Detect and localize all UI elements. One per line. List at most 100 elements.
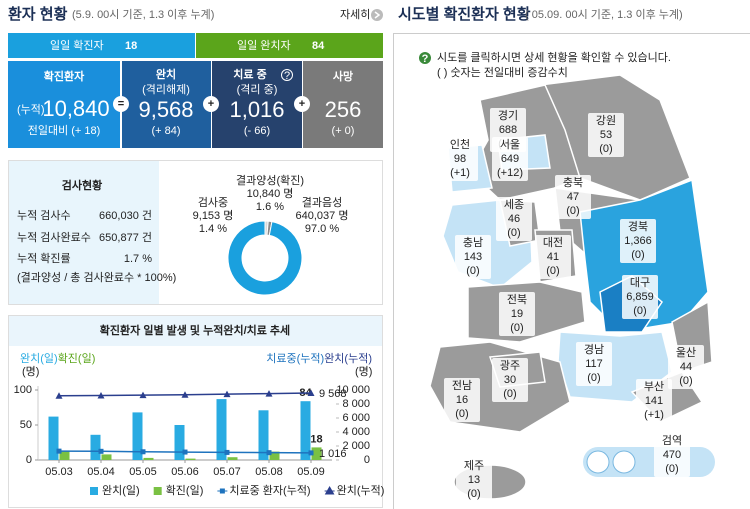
region-name: 전북 <box>507 293 527 306</box>
help-icon[interactable] <box>281 69 293 81</box>
region-label[interactable]: 경남 117 (0) <box>576 342 612 386</box>
summary-value: 10,840 <box>42 96 109 121</box>
region-label[interactable]: 대구 6,859 (0) <box>622 275 658 319</box>
region-name: 대전 <box>543 236 563 249</box>
marker <box>224 449 230 455</box>
region-label[interactable]: 강원 53 (0) <box>588 113 624 157</box>
bar <box>143 457 154 460</box>
y2-axis-title-part: 치료중(누적) <box>266 352 324 365</box>
summary-title: 치료 중 <box>233 67 266 81</box>
region-label[interactable]: 충남 143 (0) <box>455 235 491 279</box>
tests-title: 검사현황 <box>62 178 102 192</box>
region-value: 41 <box>547 251 559 263</box>
region-value: 53 <box>600 129 612 141</box>
y2-axis-title: 치료중(누적)완치(누적) <box>266 352 372 365</box>
region-label[interactable]: 경북 1,366 (0) <box>620 219 656 263</box>
region-label[interactable]: 제주 13 (0) <box>456 458 492 502</box>
value-label: 9 568 <box>319 388 347 400</box>
region-value: 6,859 <box>626 291 654 303</box>
region-label-box <box>496 197 532 241</box>
region-label[interactable]: 세종 46 (0) <box>496 197 532 241</box>
region-label-box <box>620 219 656 263</box>
panel-title: 환자 현황 <box>8 5 68 23</box>
bar <box>132 412 143 460</box>
region-label[interactable]: 충북 47 (0) <box>555 175 591 219</box>
region-change: (0) <box>546 265 559 277</box>
donut-category: 검사중 <box>198 196 228 209</box>
donut-value-label: 1.6 % <box>256 201 284 213</box>
region-label-box <box>456 458 492 502</box>
bar <box>269 451 280 460</box>
summary-change: (+ 84) <box>151 125 180 137</box>
svg-text:=: = <box>118 98 124 110</box>
summary-change: 전일대비 (+ 18) <box>28 123 101 137</box>
donut-count: 9,153 명 <box>193 209 234 222</box>
y2-tick-label: 2 000 <box>342 440 370 452</box>
x-tick-label: 05.03 <box>45 466 73 478</box>
region-label[interactable]: 서울 649 (+12) <box>492 137 528 181</box>
region-label[interactable]: 전남 16 (0) <box>444 378 480 422</box>
bar <box>59 450 70 460</box>
x-tick-label: 05.09 <box>297 466 325 478</box>
region-name: 광주 <box>500 359 520 372</box>
region-label-box <box>588 113 624 157</box>
more-link[interactable]: 자세히 <box>340 7 370 21</box>
marker <box>140 449 146 455</box>
chart-panel <box>8 315 383 508</box>
help-mark: ? <box>284 70 290 82</box>
legend-label: 완치(누적) <box>337 484 385 497</box>
y2-axis-unit: (명) <box>355 365 372 378</box>
region-label-box <box>492 137 528 181</box>
region-label[interactable]: 부산 141 (+1) <box>636 379 672 423</box>
region-name: 강원 <box>596 114 616 127</box>
region-label[interactable]: 광주 30 (0) <box>492 358 528 402</box>
marker <box>97 392 105 399</box>
help-mark: ? <box>422 53 429 65</box>
bar <box>101 454 112 460</box>
daily-value: 84 <box>312 40 325 52</box>
x-tick-label: 05.05 <box>129 466 157 478</box>
region-label-box <box>654 433 690 477</box>
summary-box <box>8 61 120 148</box>
region-label[interactable]: 검역 470 (0) <box>654 433 690 477</box>
region-label[interactable]: 전북 19 (0) <box>499 292 535 336</box>
legend-swatch <box>90 487 98 495</box>
bar <box>258 410 269 460</box>
chart-title: 확진환자 일별 발생 및 누적완치/치료 추세 <box>100 323 290 337</box>
bar <box>48 416 59 460</box>
region-name: 검역 <box>662 434 682 447</box>
region-value: 44 <box>680 361 692 373</box>
region-label[interactable]: 인천 98 (+1) <box>442 137 478 181</box>
y-axis-title-part: 확진(일) <box>58 351 96 365</box>
summary-box <box>303 61 383 148</box>
y-axis-title: 완치(일)확진(일) <box>20 351 95 365</box>
region-name: 제주 <box>464 459 484 472</box>
summary-note: (격리 중) <box>237 83 278 96</box>
region-change: (0) <box>507 227 520 239</box>
region-value: 98 <box>454 153 466 165</box>
region-label[interactable]: 울산 44 (0) <box>668 345 704 389</box>
map-title: 시도별 확진환자 현황 <box>398 5 531 23</box>
legend-label: 확진(일) <box>166 483 204 497</box>
region-change: (+1) <box>644 409 664 421</box>
region-change: (0) <box>503 388 516 400</box>
region-value: 30 <box>504 374 516 386</box>
tests-value: 660,030 건 <box>99 209 152 222</box>
marker <box>266 450 272 456</box>
donut-category: 결과음성 <box>302 196 342 209</box>
region-value: 470 <box>663 449 681 461</box>
y2-tick-label: 10 000 <box>336 384 370 396</box>
summary-box <box>212 61 302 148</box>
more-icon[interactable] <box>371 9 383 21</box>
region-change: (0) <box>599 143 612 155</box>
donut-slice <box>227 220 303 296</box>
legend-label: 치료중 환자(누적) <box>229 484 310 497</box>
region-label-box <box>499 292 535 336</box>
marker <box>181 391 189 398</box>
region-change: (0) <box>466 265 479 277</box>
region-name: 경기 <box>498 109 518 122</box>
daily-label: 일일 확진자 <box>50 38 104 52</box>
region-label[interactable]: 대전 41 (0) <box>535 235 571 279</box>
bar <box>174 425 185 460</box>
